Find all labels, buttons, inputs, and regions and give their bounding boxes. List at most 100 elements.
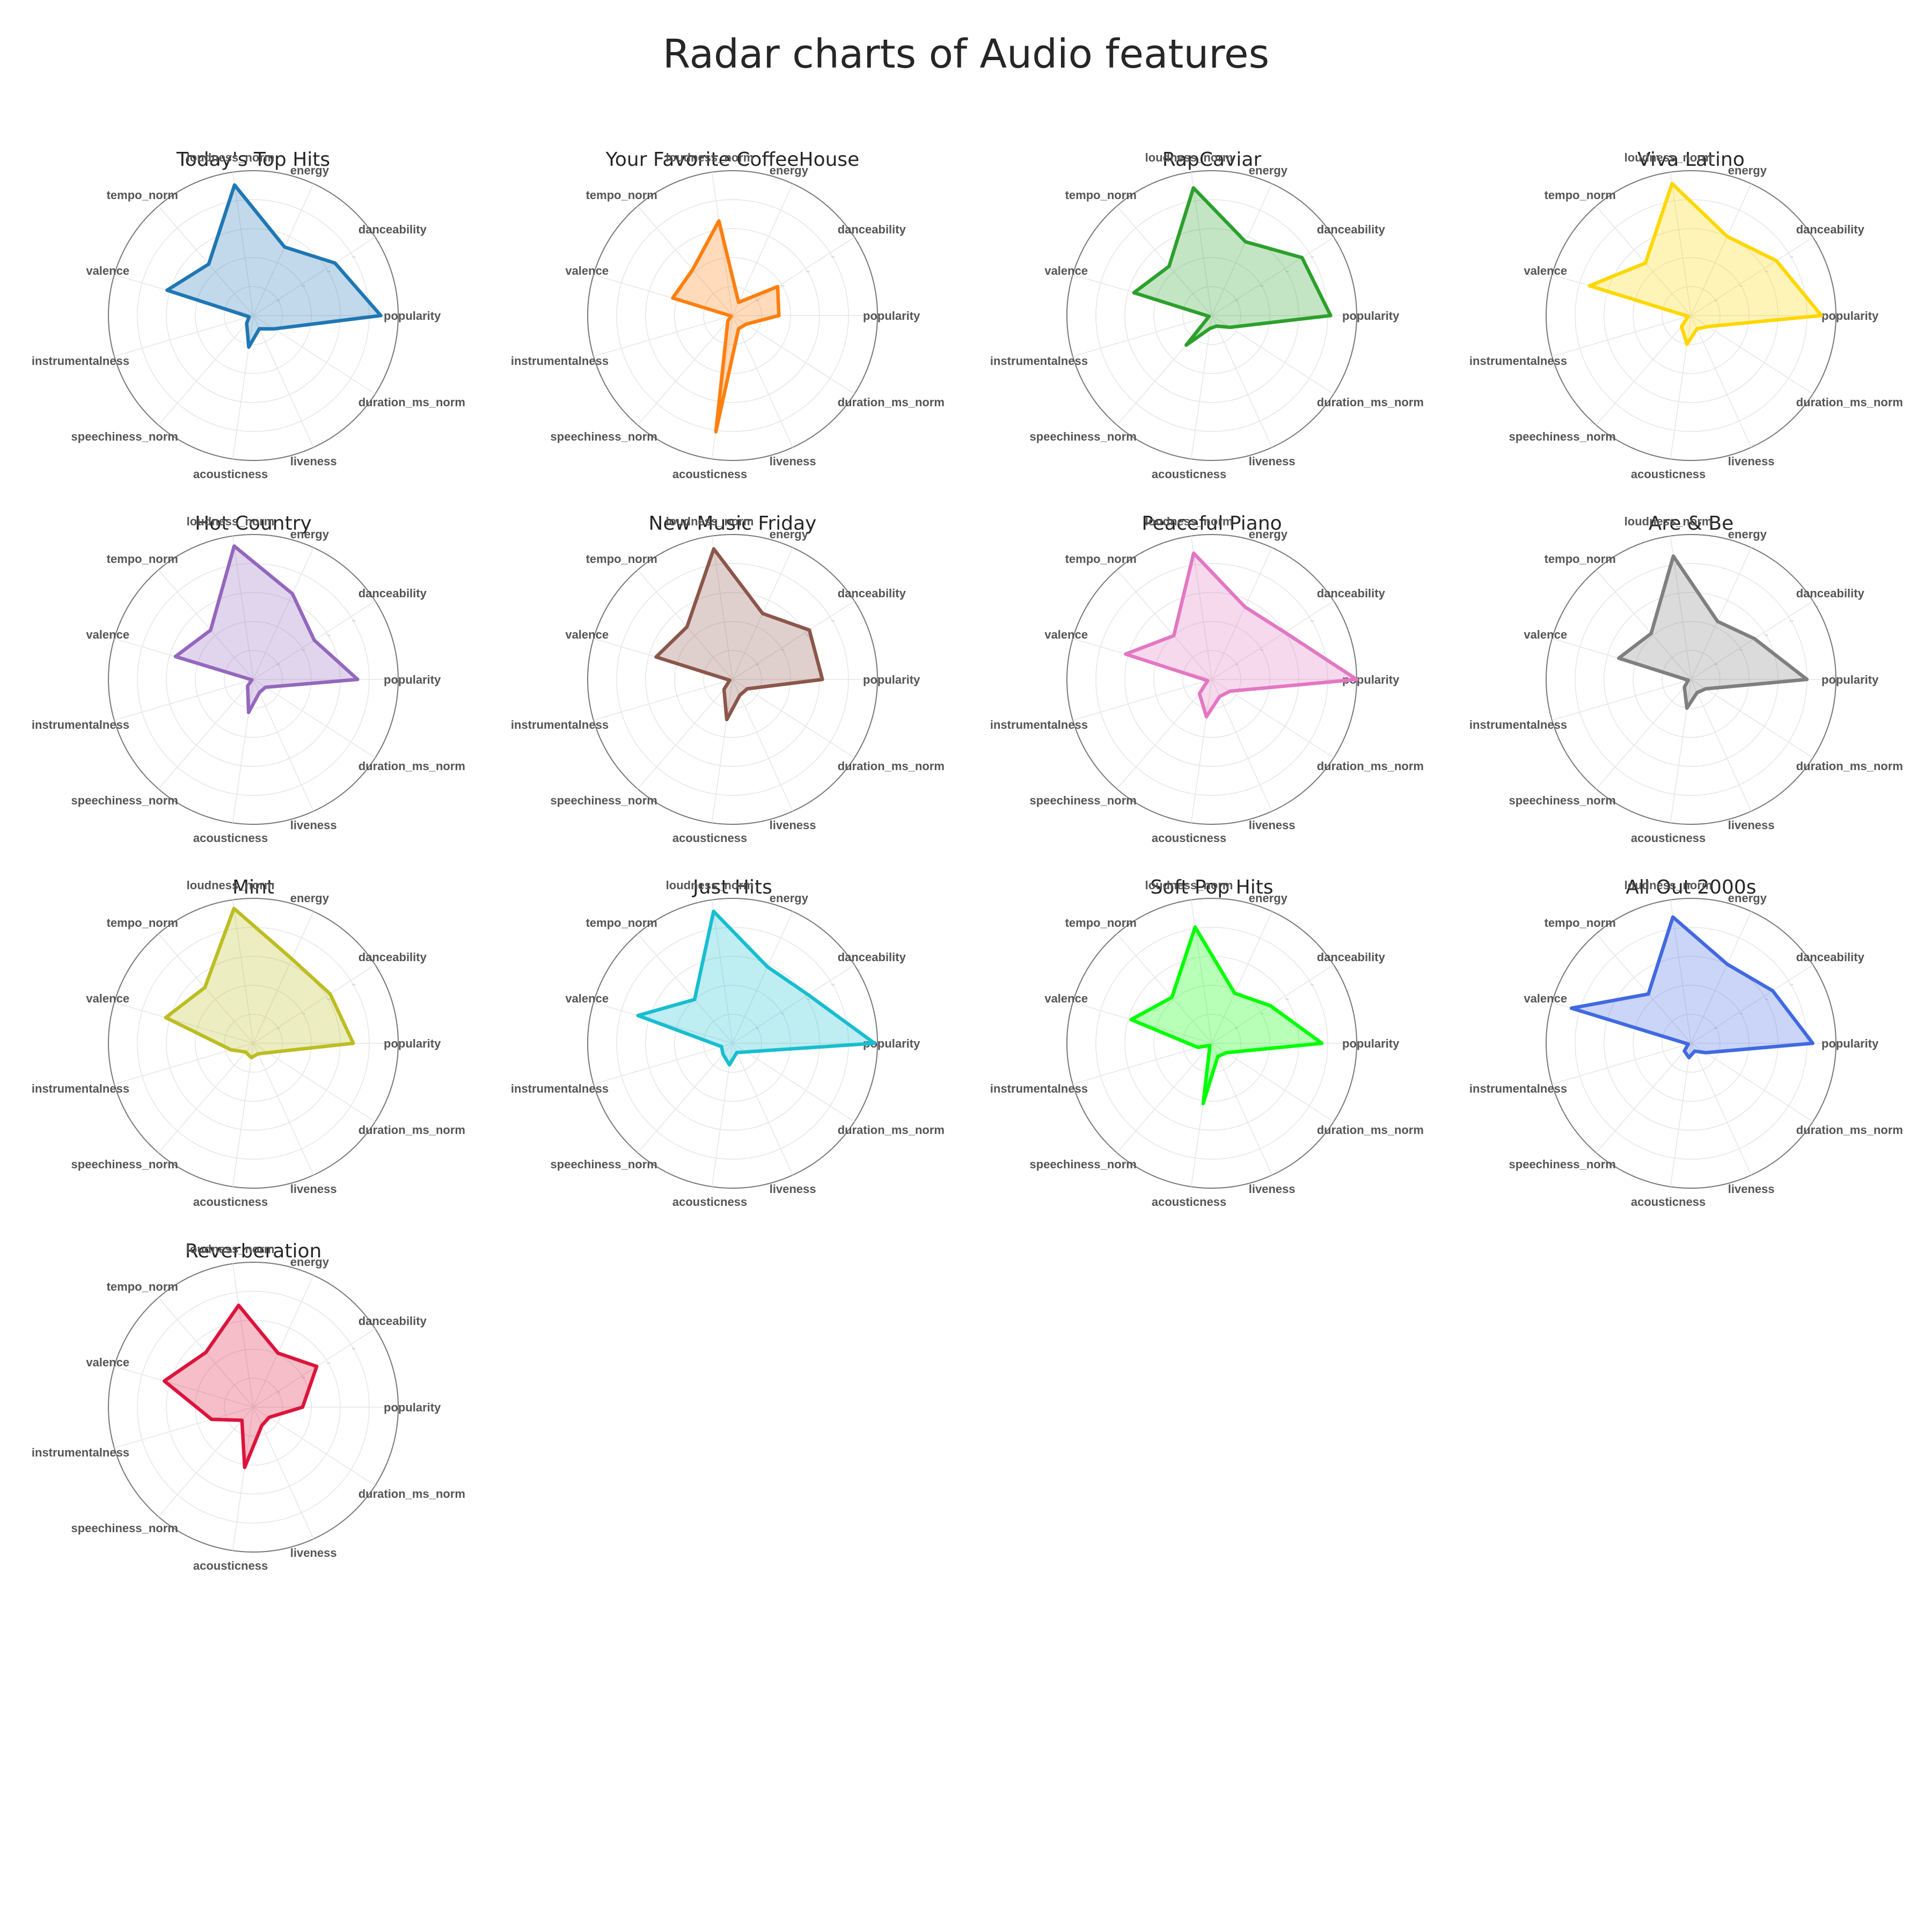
axis-label: liveness xyxy=(770,1182,816,1196)
figure-title: Radar charts of Audio features xyxy=(662,31,1270,77)
spoke-line xyxy=(732,964,855,1044)
r-tick-label: 0.4 xyxy=(1261,284,1264,287)
axis-label: danceability xyxy=(838,950,906,964)
r-tick-label: 0.2 xyxy=(1715,1027,1718,1029)
r-tick-label: 0.6 xyxy=(807,998,810,1000)
r-tick-label: 0.4 xyxy=(781,284,785,287)
r-tick-label: 0.8 xyxy=(831,983,835,986)
axis-label: speechiness_norm xyxy=(1509,1158,1616,1171)
axis-label: popularity xyxy=(863,309,920,323)
r-tick-label: 0.2 xyxy=(1235,299,1239,302)
axis-label: energy xyxy=(1728,528,1767,541)
spoke-line xyxy=(1116,933,1212,1044)
spoke-line xyxy=(1072,315,1212,357)
r-tick-label: 0.4 xyxy=(781,648,785,651)
axis-label: loudness_norm xyxy=(1624,879,1713,892)
spoke-line xyxy=(253,184,314,316)
r-tick-label: 0.2 xyxy=(1235,663,1239,665)
spoke-line xyxy=(1211,1043,1272,1175)
r-tick-label: 0.2 xyxy=(1715,299,1718,302)
axis-label: speechiness_norm xyxy=(1030,794,1137,807)
r-tick-label: 0.8 xyxy=(831,255,835,258)
series-area xyxy=(656,548,823,720)
r-tick-label: 0.4 xyxy=(1261,648,1264,651)
axis-label: tempo_norm xyxy=(107,1280,178,1293)
axis-label: duration_ms_norm xyxy=(1796,1123,1903,1137)
axis-label: loudness_norm xyxy=(666,515,754,528)
radar-panel: RapCaviar popularity danceability energy lou… xyxy=(990,149,1424,481)
r-tick-label: 0.8 xyxy=(1311,619,1314,622)
spoke-line xyxy=(253,237,376,316)
panel-title: Reverberation xyxy=(185,1240,322,1262)
spoke-line xyxy=(1072,679,1212,721)
spoke-line xyxy=(1211,547,1272,680)
axis-label: speechiness_norm xyxy=(1509,430,1616,443)
r-tick-label: 0.8 xyxy=(352,619,355,622)
spoke-line xyxy=(253,911,314,1044)
series-line xyxy=(1132,186,1333,347)
r-tick-label: 0.2 xyxy=(277,1391,280,1393)
axis-label: acousticness xyxy=(1152,1195,1226,1209)
r-tick-label: 0.8 xyxy=(352,1347,355,1350)
r-tick-label: 0.4 xyxy=(302,648,305,651)
r-tick-label: 0.4 xyxy=(1740,1012,1743,1015)
spoke-line xyxy=(593,315,733,357)
spoke-line xyxy=(1690,184,1752,316)
r-tick-label: 0.6 xyxy=(807,270,810,273)
spoke-line xyxy=(158,679,254,789)
series-area xyxy=(175,546,358,713)
axis-label: duration_ms_norm xyxy=(838,1123,945,1137)
r-tick-label: 0.6 xyxy=(1286,270,1289,273)
r-tick-label: 0.6 xyxy=(1765,998,1768,1000)
axis-label: valence xyxy=(86,992,129,1005)
spoke-line xyxy=(732,679,855,758)
axis-label: danceability xyxy=(838,223,906,236)
axis-label: valence xyxy=(565,992,609,1005)
axis-label: liveness xyxy=(1249,1182,1296,1196)
spoke-line xyxy=(1211,237,1334,316)
axis-label: speechiness_norm xyxy=(1509,794,1616,807)
axis-label: instrumentalness xyxy=(32,718,129,731)
axis-label: duration_ms_norm xyxy=(1796,396,1903,409)
axis-label: acousticness xyxy=(1631,831,1706,845)
axis-label: danceability xyxy=(1796,950,1865,964)
axis-label: popularity xyxy=(863,673,920,686)
axis-label: loudness_norm xyxy=(187,151,275,164)
spoke-line xyxy=(637,206,733,316)
spoke-line xyxy=(1596,933,1692,1044)
r-tick-label: 1.0 xyxy=(857,241,860,244)
panel-title: Soft Pop Hits xyxy=(1150,876,1273,898)
axis-label: liveness xyxy=(1728,818,1775,832)
axis-label: liveness xyxy=(290,1182,337,1196)
r-tick-label: 0.4 xyxy=(781,1012,785,1015)
radar-panel: Soft Pop Hits popularity danceability energ… xyxy=(990,876,1424,1209)
axis-label: duration_ms_norm xyxy=(1317,1123,1424,1137)
spoke-line xyxy=(593,1043,733,1085)
series-area xyxy=(165,908,354,1058)
spoke-line xyxy=(1072,1043,1212,1085)
spoke-line xyxy=(158,1043,254,1153)
axis-label: duration_ms_norm xyxy=(358,1123,465,1137)
axis-label: duration_ms_norm xyxy=(358,759,465,773)
axis-label: tempo_norm xyxy=(1545,916,1616,930)
spoke-line xyxy=(711,899,733,1044)
spoke-line xyxy=(1690,601,1813,680)
axis-label: valence xyxy=(1044,628,1088,641)
spoke-line xyxy=(253,1328,376,1408)
series-line xyxy=(636,909,876,1067)
axis-label: loudness_norm xyxy=(187,879,275,892)
r-tick-label: 0.8 xyxy=(1790,983,1793,986)
spoke-line xyxy=(1596,679,1692,789)
axis-label: duration_ms_norm xyxy=(1317,759,1424,773)
spoke-line xyxy=(1190,315,1212,459)
axis-label: loudness_norm xyxy=(187,1242,275,1256)
axis-label: instrumentalness xyxy=(511,1082,609,1095)
r-tick-label: 1.0 xyxy=(377,605,380,608)
axis-label: instrumentalness xyxy=(990,1082,1088,1095)
axis-label: popularity xyxy=(1342,309,1400,323)
r-tick-label: 1.0 xyxy=(1336,605,1339,608)
r-tick-label: 0.2 xyxy=(1235,1027,1239,1029)
series-area xyxy=(1133,188,1331,346)
spoke-line xyxy=(637,679,733,789)
spoke-line xyxy=(711,1043,733,1187)
